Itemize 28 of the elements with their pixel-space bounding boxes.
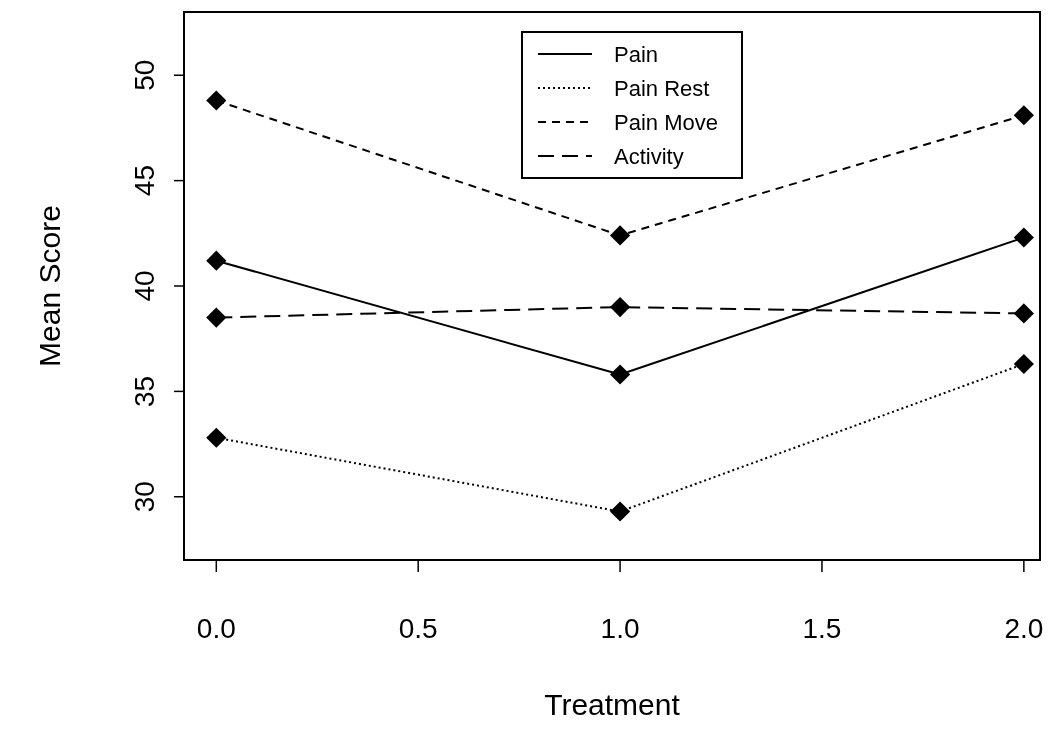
point (609, 296, 631, 318)
x-tick-label: 1.5 (802, 613, 842, 644)
y-tick-label: 50 (129, 59, 160, 91)
point (1013, 105, 1034, 126)
y-tick-label: 40 (129, 270, 160, 302)
y-tick-label: 45 (129, 165, 160, 197)
legend-label: Pain (614, 42, 659, 67)
x-tick-label: 0.5 (398, 613, 438, 644)
y-tick-label: 30 (129, 481, 160, 513)
point (206, 427, 227, 448)
point (609, 364, 631, 385)
x-tick-label: 1.0 (600, 613, 640, 644)
x-tick-label: 0.0 (196, 613, 236, 644)
x-tick-label: 2.0 (1004, 613, 1044, 644)
legend-label: Pain Rest (614, 76, 710, 101)
x-axis-title: Treatment (544, 688, 681, 721)
y-tick-label: 35 (129, 375, 160, 407)
point (206, 307, 227, 328)
point (609, 501, 631, 522)
legend-label: Pain Move (614, 110, 718, 135)
point (206, 250, 227, 271)
point (206, 90, 227, 111)
point (1013, 303, 1034, 324)
point (1013, 227, 1034, 248)
legend-label: Activity (614, 144, 684, 169)
y-axis-title: Mean Score (33, 205, 66, 367)
point (609, 225, 631, 246)
point (1013, 353, 1034, 375)
